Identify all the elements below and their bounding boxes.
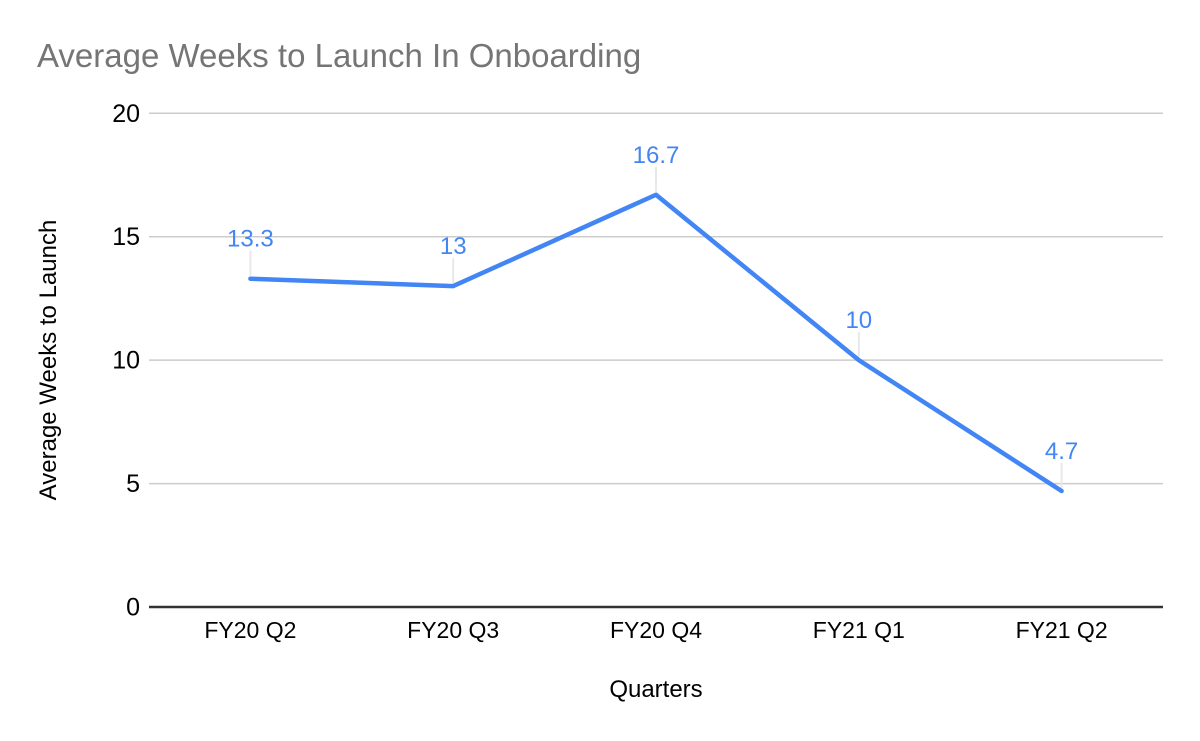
data-point-label: 13: [440, 233, 467, 260]
data-point-label: 10: [845, 307, 872, 334]
gridlines: [149, 112, 1163, 485]
y-axis-tick-labels: 0 5 10 15 20: [112, 100, 140, 622]
y-tick-label: 0: [126, 594, 140, 622]
y-tick-label: 5: [126, 470, 140, 498]
data-point-labels: 13.3 13 16.7 10 4.7: [227, 142, 1078, 465]
y-tick-label: 20: [112, 100, 140, 128]
y-tick-label: 15: [112, 223, 140, 251]
x-category-label: FY21 Q2: [1016, 617, 1108, 643]
x-category-label: FY20 Q3: [407, 617, 499, 643]
data-label-leader-lines: [249, 166, 1063, 488]
data-point-label: 13.3: [227, 226, 274, 253]
chart-title: Average Weeks to Launch In Onboarding: [37, 37, 641, 74]
series-line: [248, 192, 1064, 494]
x-axis-title: Quarters: [609, 676, 702, 703]
data-point-label: 4.7: [1045, 438, 1078, 465]
x-category-label: FY20 Q2: [204, 617, 296, 643]
x-category-label: FY20 Q4: [610, 617, 702, 643]
y-tick-label: 10: [112, 347, 140, 375]
x-category-label: FY21 Q1: [813, 617, 905, 643]
x-axis-category-labels: FY20 Q2 FY20 Q3 FY20 Q4 FY21 Q1 FY21 Q2: [204, 617, 1107, 643]
y-axis-title: Average Weeks to Launch: [35, 220, 62, 501]
data-point-label: 16.7: [633, 142, 680, 169]
